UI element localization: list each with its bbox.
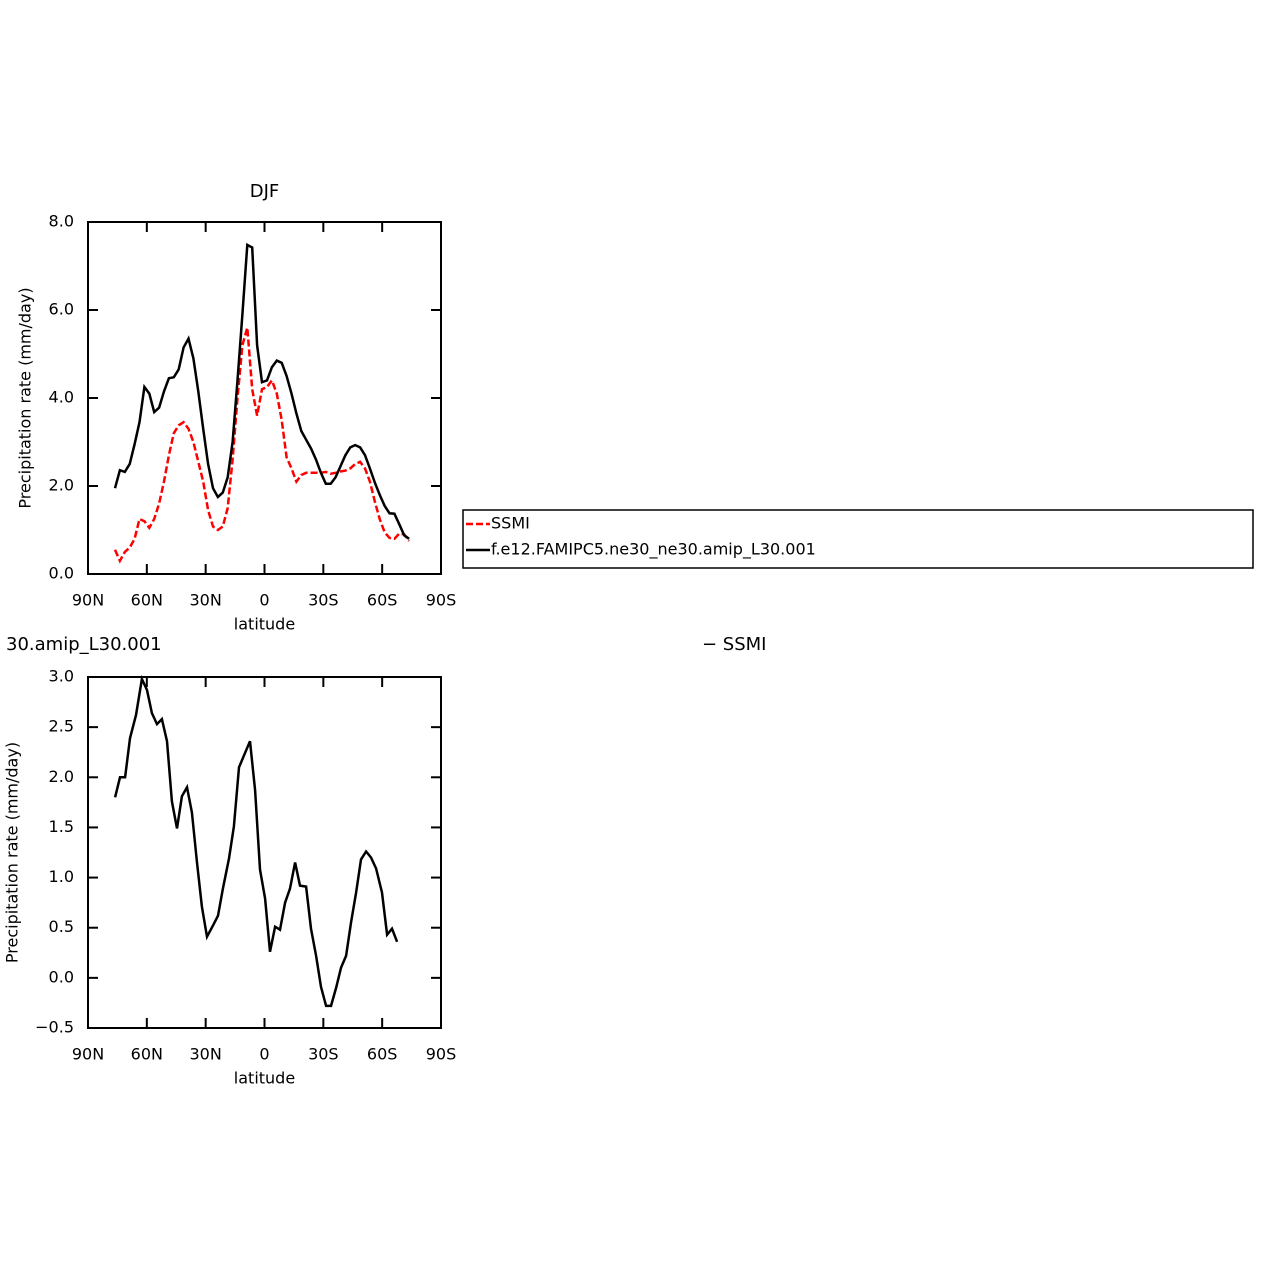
y-tick-label: 6.0 [49,300,74,319]
y-tick-label: 2.0 [49,767,74,786]
y-axis-label: Precipitation rate (mm/day) [16,287,35,508]
data-line [113,674,399,1008]
plot-frame [87,221,442,575]
x-tick-label: 30S [308,1045,339,1064]
y-tick-label: −0.5 [35,1018,74,1037]
chart-title: 30.amip_L30.001 [6,634,162,655]
y-tick-label: 0.0 [49,564,74,583]
y-tick-label: 1.0 [49,867,74,886]
y-tick-label: 4.0 [49,388,74,407]
y-tick-label: 3.0 [49,667,74,686]
x-tick-label: 30S [308,591,339,610]
x-tick-label: 60N [131,591,163,610]
x-tick-label: 60S [367,591,398,610]
x-tick-label: 90S [426,591,457,610]
x-tick-label: 90N [72,1045,104,1064]
x-tick-label: 30N [190,1045,222,1064]
x-axis-label: latitude [234,1069,295,1088]
legend-box [462,509,1254,569]
y-tick-label: 8.0 [49,212,74,231]
legend-label: SSMI [491,514,530,533]
y-tick-label: 2.0 [49,476,74,495]
legend-label: f.e12.FAMIPC5.ne30_ne30.amip_L30.001 [491,540,816,560]
x-tick-label: 0 [259,1045,269,1064]
y-tick-label: 2.5 [49,717,74,736]
chart-title: − SSMI [702,634,767,655]
plot-frame [87,676,442,1029]
x-tick-label: 60S [367,1045,398,1064]
x-tick-label: 0 [259,591,269,610]
x-tick-label: 30N [190,591,222,610]
x-tick-label: 90N [72,591,104,610]
y-tick-label: 0.0 [49,967,74,986]
y-tick-label: 0.5 [49,917,74,936]
data-line [113,242,410,540]
data-line [113,327,411,564]
chart-title: DJF [250,181,280,202]
y-tick-label: 1.5 [49,817,74,836]
x-tick-label: 90S [426,1045,457,1064]
x-tick-label: 60N [131,1045,163,1064]
x-axis-label: latitude [234,615,295,634]
y-axis-label: Precipitation rate (mm/day) [3,742,22,963]
